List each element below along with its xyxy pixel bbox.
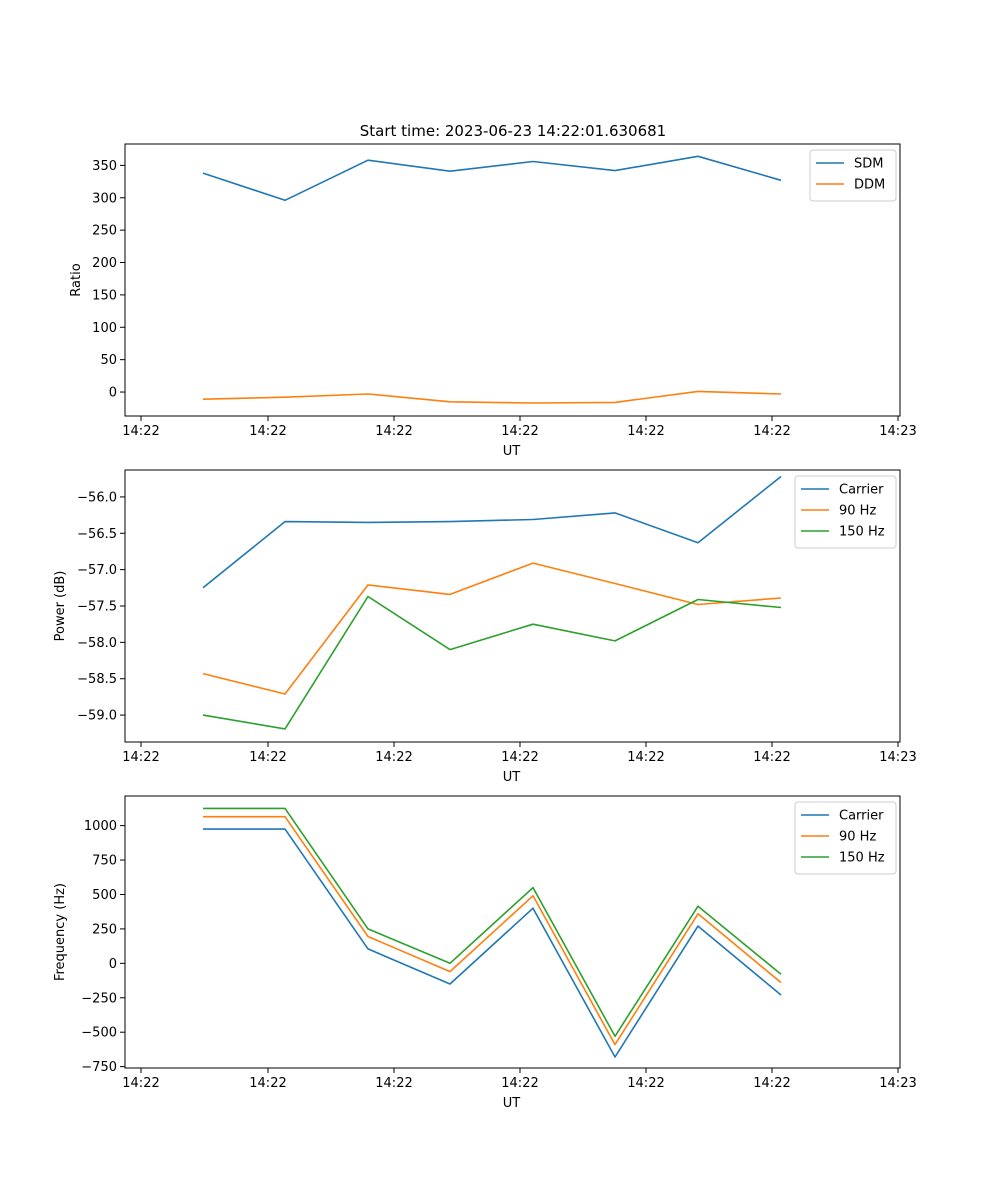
x-tick-label: 14:22	[375, 750, 412, 765]
x-tick-label: 14:22	[122, 1076, 159, 1091]
legend-box	[794, 475, 897, 549]
y-tick-label: 150	[92, 288, 117, 303]
x-tick-label: 14:22	[753, 1076, 790, 1091]
axes-frame	[124, 795, 901, 1069]
x-tick-label: 14:22	[501, 1076, 538, 1091]
x-tick-label: 14:22	[249, 424, 286, 439]
legend-entry: Carrier	[839, 809, 884, 824]
y-tick-label: −500	[81, 1026, 117, 1041]
y-tick-label: 250	[92, 224, 117, 239]
series-line-90-hz	[202, 562, 782, 695]
y-tick-label: −57.5	[77, 600, 117, 615]
x-tick-label: 14:22	[249, 1076, 286, 1091]
x-tick-label: 14:22	[122, 750, 159, 765]
legend-box	[794, 801, 897, 875]
legend-entry: 90 Hz	[839, 504, 876, 519]
y-tick-label: −58.5	[77, 672, 117, 687]
y-tick-label: 500	[92, 888, 117, 903]
x-axis-label: UT	[503, 444, 521, 459]
series-line-150-hz	[202, 595, 782, 730]
legend-entry: 90 Hz	[839, 830, 876, 845]
y-tick-label: 300	[92, 191, 117, 206]
x-tick-label: 14:22	[122, 424, 159, 439]
y-axis-label: Frequency (Hz)	[53, 883, 68, 981]
y-tick-label: −57.0	[77, 563, 117, 578]
y-tick-label: −56.0	[77, 490, 117, 505]
legend-entry: 150 Hz	[839, 525, 885, 540]
x-tick-label: 14:22	[501, 424, 538, 439]
y-tick-label: −250	[81, 991, 117, 1006]
series-line-90-hz	[203, 815, 782, 1046]
y-tick-label: −58.0	[77, 636, 117, 651]
x-tick-label: 14:23	[879, 750, 916, 765]
legend-entry: SDM	[854, 157, 883, 172]
panel-1: 14:22 14:22 14:22 14:22 14:22 14:22 14:23 0 50 10…	[69, 143, 917, 459]
x-tick-label: 14:22	[627, 424, 664, 439]
y-tick-label: 50	[100, 353, 117, 368]
x-tick-label: 14:22	[375, 1076, 412, 1091]
y-tick-label: 250	[92, 922, 117, 937]
x-axis-label: UT	[503, 1096, 521, 1111]
series-line-carrier	[202, 475, 782, 589]
legend: SDM DDM	[809, 149, 897, 202]
x-tick-label: 14:22	[249, 750, 286, 765]
x-tick-label: 14:22	[753, 750, 790, 765]
y-axis-label: Power (dB)	[53, 571, 68, 642]
x-tick-label: 14:22	[627, 750, 664, 765]
y-tick-label: −59.0	[77, 709, 117, 724]
x-tick-label: 14:23	[879, 424, 916, 439]
axes-frame	[124, 469, 901, 743]
chart-title: Start time: 2023-06-23 14:22:01.630681	[360, 122, 666, 140]
y-tick-label: 750	[92, 854, 117, 869]
y-tick-label: 350	[92, 159, 117, 174]
series-line-sdm	[202, 155, 782, 202]
y-tick-label: 100	[92, 321, 117, 336]
series-line-carrier	[203, 828, 782, 1058]
legend: Carrier 90 Hz 150 Hz	[794, 801, 897, 875]
x-tick-label: 14:22	[753, 424, 790, 439]
y-tick-label: 200	[92, 256, 117, 271]
legend-entry: Carrier	[839, 483, 884, 498]
panel-3: 14:22 14:22 14:22 14:22 14:22 14:22 14:23 −750 −…	[53, 795, 917, 1111]
axes-frame	[124, 143, 901, 417]
x-axis-label: UT	[503, 770, 521, 785]
series-line-150-hz	[203, 807, 782, 1038]
y-tick-label: −56.5	[77, 527, 117, 542]
series-line-ddm	[202, 390, 782, 404]
x-tick-label: 14:23	[879, 1076, 916, 1091]
y-tick-label: 0	[109, 957, 117, 972]
x-tick-label: 14:22	[375, 424, 412, 439]
legend-entry: 150 Hz	[839, 851, 885, 866]
y-tick-label: 0	[109, 386, 117, 401]
y-tick-label: 1000	[84, 819, 117, 834]
y-tick-label: −750	[81, 1060, 117, 1075]
legend: Carrier 90 Hz 150 Hz	[794, 475, 897, 549]
panel-2: 14:22 14:22 14:22 14:22 14:22 14:22 14:23 −59.0…	[53, 469, 917, 785]
y-axis-label: Ratio	[69, 263, 84, 296]
x-tick-label: 14:22	[627, 1076, 664, 1091]
x-tick-label: 14:22	[501, 750, 538, 765]
legend-entry: DDM	[854, 178, 885, 193]
